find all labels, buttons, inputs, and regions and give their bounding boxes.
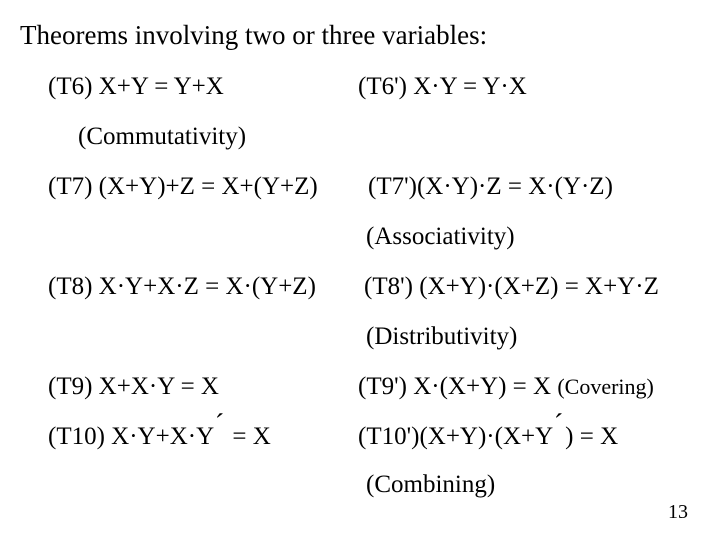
t10-lhs: X·Y+X·Y <box>111 423 214 451</box>
t10p-lhs: (X+Y)·(X+Y <box>419 423 553 451</box>
t9-label: (T9) <box>48 373 92 400</box>
t8p-eq: (X+Y)·(X+Z) = X+Y·Z <box>419 273 659 300</box>
t6p-eq: X·Y = Y·X <box>413 73 527 100</box>
t10-label: (T10) <box>48 423 105 450</box>
theorem-t8-row: (T8) X·Y+X·Z = X·(Y+Z) (T8') (X+Y)·(X+Z)… <box>20 273 700 301</box>
t8-prime: (T8') (X+Y)·(X+Z) = X+Y·Z <box>364 273 659 301</box>
t8p-label: (T8') <box>364 273 413 300</box>
t10p-rhs: ) = X <box>565 423 618 450</box>
t6-prime: (T6') X·Y = Y·X <box>358 73 527 101</box>
t8-label: (T8) <box>48 273 92 300</box>
distributivity-label: (Distributivity) <box>20 323 700 351</box>
t10-prime: (T10')(X+Y)·(X+Y ) = X <box>358 423 618 451</box>
t6p-label: (T6') <box>358 73 407 100</box>
t10-rhs: = X <box>226 423 271 450</box>
theorem-t7-row: (T7) (X+Y)+Z = X+(Y+Z) (T7')(X·Y)·Z = X·… <box>20 173 700 201</box>
t7: (T7) (X+Y)+Z = X+(Y+Z) <box>48 173 368 201</box>
t9-eq: X+X·Y = X <box>99 373 219 400</box>
theorem-t9-row: (T9) X+X·Y = X (T9') X·(X+Y) = X (Coveri… <box>20 373 700 401</box>
associativity-label: (Associativity) <box>20 223 700 251</box>
t8: (T8) X·Y+X·Z = X·(Y+Z) <box>48 273 364 301</box>
commutativity-label: (Commutativity) <box>20 123 700 151</box>
t9p-label: (T9') <box>358 373 407 400</box>
slide-page: Theorems involving two or three variable… <box>0 0 720 540</box>
t7p-label: (T7') <box>368 173 417 200</box>
t7-label: (T7) <box>48 173 92 200</box>
t7-prime: (T7')(X·Y)·Z = X·(Y·Z) <box>368 173 613 201</box>
t6-label: (T6) <box>48 73 92 100</box>
t7-eq: (X+Y)+Z = X+(Y+Z) <box>99 173 318 200</box>
theorem-t6-row: (T6) X+Y = Y+X (T6') X·Y = Y·X <box>20 73 700 101</box>
t10p-label: (T10') <box>358 423 419 450</box>
theorem-t10-row: (T10) X·Y+X·Y = X (T10')(X+Y)·(X+Y ) = X <box>20 423 700 451</box>
page-number: 13 <box>668 501 688 524</box>
t10: (T10) X·Y+X·Y = X <box>48 423 358 451</box>
t9: (T9) X+X·Y = X <box>48 373 358 401</box>
t9-prime: (T9') X·(X+Y) = X (Covering) <box>358 373 654 401</box>
t9p-eq: X·(X+Y) = X <box>413 373 551 400</box>
t6-eq: X+Y = Y+X <box>99 73 224 100</box>
slide-heading: Theorems involving two or three variable… <box>20 20 700 51</box>
t8-eq: X·Y+X·Z = X·(Y+Z) <box>99 273 316 300</box>
t6: (T6) X+Y = Y+X <box>48 73 358 101</box>
combining-label: (Combining) <box>20 471 700 499</box>
covering-label: (Covering) <box>557 374 654 399</box>
t7p-eq: (X·Y)·Z = X·(Y·Z) <box>417 173 613 200</box>
